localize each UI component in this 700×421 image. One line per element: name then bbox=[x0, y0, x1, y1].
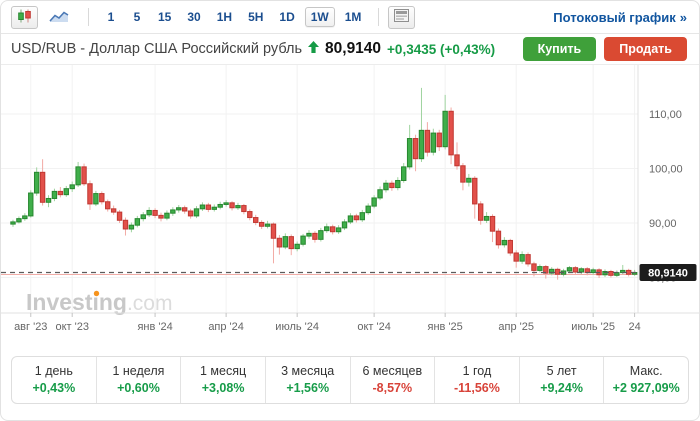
perf-period-label: 1 неделя bbox=[112, 364, 165, 378]
buy-button[interactable]: Купить bbox=[522, 37, 597, 61]
svg-text:100,00: 100,00 bbox=[649, 164, 683, 176]
svg-text:24: 24 bbox=[628, 321, 640, 333]
perf-change-value: +1,56% bbox=[286, 381, 330, 395]
toolbar-divider bbox=[88, 8, 89, 26]
timeframe-button-1m[interactable]: 1M bbox=[339, 7, 368, 27]
svg-text:окт '23: окт '23 bbox=[55, 321, 88, 333]
line-chart-icon bbox=[48, 9, 69, 26]
instrument-title: USD/RUB - Доллар США Российский рубль bbox=[11, 41, 303, 57]
perf-period-label: 6 месяцев bbox=[362, 364, 423, 378]
perf-change-value: +3,08% bbox=[201, 381, 245, 395]
timeframe-button-1[interactable]: 1 bbox=[100, 7, 122, 27]
instrument-header: USD/RUB - Доллар США Российский рубль 80… bbox=[1, 34, 699, 65]
perf-cell-4: 6 месяцев -8,57% bbox=[349, 357, 435, 403]
perf-change-value: +9,24% bbox=[540, 381, 583, 395]
svg-text:90,00: 90,00 bbox=[649, 218, 677, 230]
perf-cell-0: 1 день +0,43% bbox=[12, 357, 96, 403]
svg-text:110,00: 110,00 bbox=[649, 109, 682, 121]
svg-text:июль '25: июль '25 bbox=[571, 321, 615, 333]
perf-change-value: -11,56% bbox=[454, 381, 500, 395]
perf-period-label: 1 день bbox=[34, 364, 73, 378]
perf-period-label: 1 год bbox=[462, 364, 492, 378]
svg-text:апр '25: апр '25 bbox=[498, 321, 534, 333]
svg-text:янв '24: янв '24 bbox=[137, 321, 172, 333]
chevron-right-icon: » bbox=[679, 9, 687, 25]
svg-text:окт '24: окт '24 bbox=[357, 321, 390, 333]
line-chart-button[interactable] bbox=[45, 6, 72, 29]
timeframe-button-5[interactable]: 5 bbox=[126, 7, 148, 27]
perf-cell-2: 1 месяц +3,08% bbox=[180, 357, 265, 403]
timeframe-button-5h[interactable]: 5H bbox=[242, 7, 269, 27]
last-price: 80,9140 bbox=[325, 40, 382, 57]
perf-change-value: -8,57% bbox=[372, 381, 413, 395]
candlestick-chart-button[interactable] bbox=[11, 5, 38, 29]
timeframe-group: 1 5 15 30 1H 5H 1D 1W 1M bbox=[98, 7, 369, 27]
perf-cell-5: 1 год -11,56% bbox=[434, 357, 519, 403]
svg-text:апр '24: апр '24 bbox=[208, 321, 244, 333]
timeframe-button-1d[interactable]: 1D bbox=[273, 7, 300, 27]
price-change-abs: +0,3435 bbox=[387, 41, 437, 57]
perf-cell-7: Макс. +2 927,09% bbox=[603, 357, 688, 403]
performance-table: 1 день +0,43% 1 неделя +0,60% 1 месяц +3,08% 3… bbox=[11, 356, 689, 404]
streaming-chart-link-label: Потоковый график bbox=[553, 9, 676, 25]
perf-period-label: 1 месяц bbox=[199, 364, 247, 378]
candlestick-icon bbox=[17, 9, 32, 26]
svg-text:80,9140: 80,9140 bbox=[648, 268, 688, 280]
price-change: +0,3435 (+0,43%) bbox=[387, 42, 495, 57]
price-change-pct: (+0,43%) bbox=[440, 41, 496, 57]
arrow-up-icon bbox=[308, 40, 320, 58]
sell-button[interactable]: Продать bbox=[604, 37, 687, 61]
perf-change-value: +0,60% bbox=[117, 381, 160, 395]
panel-layout-icon bbox=[394, 9, 410, 25]
svg-text:янв '25: янв '25 bbox=[428, 321, 463, 333]
investing-watermark: Investing.com bbox=[26, 289, 172, 315]
timeframe-button-15[interactable]: 15 bbox=[152, 7, 177, 27]
perf-period-label: 5 лет bbox=[546, 364, 577, 378]
perf-cell-1: 1 неделя +0,60% bbox=[95, 357, 181, 403]
perf-cell-3: 3 месяца +1,56% bbox=[264, 357, 350, 403]
last-price-tag bbox=[639, 264, 697, 282]
timeframe-button-1w[interactable]: 1W bbox=[304, 7, 335, 27]
timeframe-button-1h[interactable]: 1H bbox=[211, 7, 238, 27]
svg-text:июль '24: июль '24 bbox=[275, 321, 319, 333]
perf-period-label: 3 месяца bbox=[281, 364, 335, 378]
toolbar-divider bbox=[378, 8, 380, 26]
perf-change-value: +0,43% bbox=[32, 381, 76, 395]
perf-period-label: Макс. bbox=[629, 364, 663, 378]
svg-text:авг '23: авг '23 bbox=[14, 321, 47, 333]
perf-cell-6: 5 лет +9,24% bbox=[518, 357, 604, 403]
chart-toolbar: 1 5 15 30 1H 5H 1D 1W 1M Потоковый график » bbox=[1, 1, 699, 34]
panel-layout-button[interactable] bbox=[388, 5, 416, 29]
perf-change-value: +2 927,09% bbox=[612, 381, 680, 395]
timeframe-button-30[interactable]: 30 bbox=[181, 7, 206, 27]
streaming-chart-link[interactable]: Потоковый график » bbox=[553, 10, 687, 25]
